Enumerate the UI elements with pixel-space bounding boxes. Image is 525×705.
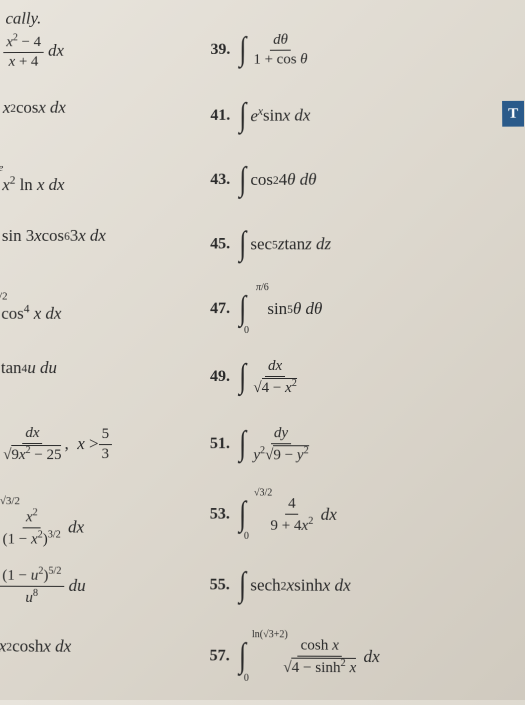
problem-53: 53. ∫ √3/2 0 49 + 4x2 dx	[210, 495, 337, 534]
section-header: cally.	[5, 9, 41, 29]
problem-row: (1 − u2)5/2u8 du 55. ∫ sech2 x sinh x dx	[0, 566, 525, 630]
problem-row: dx√9x2 − 25 , x > 53 51. ∫ dyy2√9 − y2	[0, 425, 525, 488]
problem-45: 45. ∫ sec5 z tan z dz	[210, 225, 331, 263]
problem-39: 39. ∫ dθ1 + cos θ	[210, 31, 310, 69]
problem-row: sin 3x cos6 3x dx 45. ∫ sec5 z tan z dz	[2, 225, 525, 288]
problem-43: 43. ∫ cos2 4θ dθ	[210, 161, 316, 199]
problem-row: x2 cos x dx 41. ∫ ex sin x dx	[2, 96, 524, 159]
left-expr: e x2 ln x dx	[2, 162, 64, 195]
left-expr: dx√9x2 − 25 , x > 53	[0, 425, 112, 463]
problem-55: 55. ∫ sech2 x sinh x dx	[210, 566, 351, 605]
problem-row: x2 − 4x + 4 dx 39. ∫ dθ1 + cos θ	[3, 30, 524, 93]
left-expr: x2 cos x dx	[3, 98, 66, 118]
left-expr: (1 − u2)5/2u8 du	[0, 566, 86, 607]
problem-51: 51. ∫ dyy2√9 − y2	[210, 425, 312, 463]
left-expr: x2 − 4x + 4 dx	[3, 32, 64, 69]
problem-49: 49. ∫ dx√4 − x2	[210, 358, 300, 396]
left-expr: π/2 cos4 x dx	[1, 290, 61, 324]
problem-57: 57. ∫ ln(√3+2) 0 cosh x√4 − sinh2 x dx	[210, 637, 380, 676]
problem-row: e x2 ln x dx 43. ∫ cos2 4θ dθ	[2, 160, 525, 223]
problem-47: 47. ∫ π/6 0 sin5 θ dθ	[210, 290, 322, 328]
left-expr: tan4 u du	[1, 358, 57, 378]
problem-row: π/2 cos4 x dx 47. ∫ π/6 0 sin5 θ dθ	[1, 290, 525, 352]
problem-row: tan4 u du 49. ∫ dx√4 − x2	[1, 358, 525, 420]
left-expr: sin 3x cos6 3x dx	[2, 226, 106, 246]
problem-row: √3/2 x2(1 − x2)3/2 dx 53. ∫ √3/2 0 49 + …	[0, 495, 525, 559]
left-expr: √3/2 x2(1 − x2)3/2 dx	[0, 495, 84, 547]
left-expr: x2 cosh x dx	[0, 636, 71, 657]
problem-41: 41. ∫ ex sin x dx	[210, 97, 310, 135]
problem-row: x2 cosh x dx 57. ∫ ln(√3+2) 0 cosh x√4 −…	[0, 636, 525, 701]
